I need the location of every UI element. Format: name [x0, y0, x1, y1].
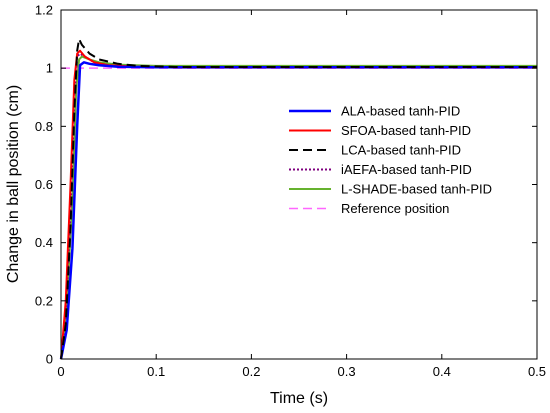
legend-label-2: LCA-based tanh-PID	[341, 143, 461, 158]
y-tick-label: 0.2	[35, 293, 53, 308]
legend-label-0: ALA-based tanh-PID	[341, 104, 460, 119]
series-line-2	[60, 38, 537, 360]
y-tick-label: 1.2	[35, 3, 53, 18]
y-tick-label: 0	[46, 352, 53, 367]
legend: ALA-based tanh-PID SFOA-based tanh-PID LCA…	[289, 104, 492, 216]
y-tick-label: 1	[46, 61, 53, 76]
series-line-0	[59, 61, 537, 360]
series-layer	[59, 38, 537, 360]
series-line-4	[60, 55, 537, 360]
y-tick-label: 0.6	[35, 177, 53, 192]
legend-label-5: Reference position	[341, 201, 449, 216]
series-line-3	[60, 52, 537, 360]
x-tick-label: 0.4	[433, 364, 451, 379]
legend-label-1: SFOA-based tanh-PID	[341, 123, 471, 138]
legend-label-4: L-SHADE-based tanh-PID	[341, 182, 492, 197]
x-tick-label: 0	[57, 364, 64, 379]
x-tick-label: 0.5	[528, 364, 546, 379]
x-tick-label: 0.2	[242, 364, 260, 379]
series-line-1	[60, 49, 537, 360]
tick-layer: 0 0.1 0.2 0.3 0.4 0.5 0 0.2 0.4 0.6 0.8 1 1.2	[35, 3, 546, 380]
x-tick-label: 0.1	[147, 364, 165, 379]
x-tick-label: 0.3	[338, 364, 356, 379]
legend-label-3: iAEFA-based tanh-PID	[341, 162, 472, 177]
y-tick-label: 0.4	[35, 235, 53, 250]
y-axis-label: Change in ball position (cm)	[5, 85, 22, 283]
y-tick-label: 0.8	[35, 119, 53, 134]
x-axis-label: Time (s)	[270, 390, 328, 407]
